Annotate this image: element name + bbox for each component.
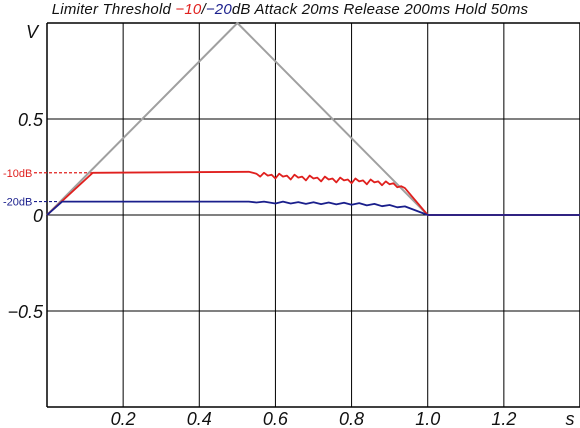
x-axis-label: s: [566, 409, 575, 428]
chart-title: Limiter Threshold −10/−20dB Attack 20ms …: [0, 0, 580, 20]
series-lines: [46, 22, 580, 216]
title-separator: /: [201, 1, 206, 18]
x-tick-label: 1.2: [491, 409, 516, 428]
threshold-marker-label: -20dB: [3, 197, 32, 209]
y-tick-label: 0.5: [18, 110, 44, 130]
title-threshold-20: −20: [205, 1, 232, 18]
x-tick-label: 0.6: [263, 409, 289, 428]
threshold-marker-label: -10dB: [3, 168, 32, 180]
x-tick-label: 1.0: [415, 409, 440, 428]
x-tick-label: 0.4: [187, 409, 212, 428]
x-tick-label: 0.2: [111, 409, 136, 428]
tick-labels: 0.2 0.4 0.6 0.8 1.0 1.2 s V 0.5 0 −0.5: [7, 22, 574, 428]
series-line-limit_10: [46, 170, 580, 216]
x-tick-label: 0.8: [339, 409, 364, 428]
y-axis-label: V: [26, 22, 40, 42]
y-tick-label: −0.5: [7, 302, 44, 322]
title-suffix: dB Attack 20ms Release 200ms Hold 50ms: [231, 1, 529, 18]
threshold-markers: -10dB -20dB: [3, 168, 93, 209]
series-line-limit_20: [46, 200, 580, 216]
y-tick-label: 0: [33, 206, 43, 226]
title-threshold-10: −10: [175, 1, 202, 18]
title-prefix: Limiter Threshold: [51, 1, 176, 18]
